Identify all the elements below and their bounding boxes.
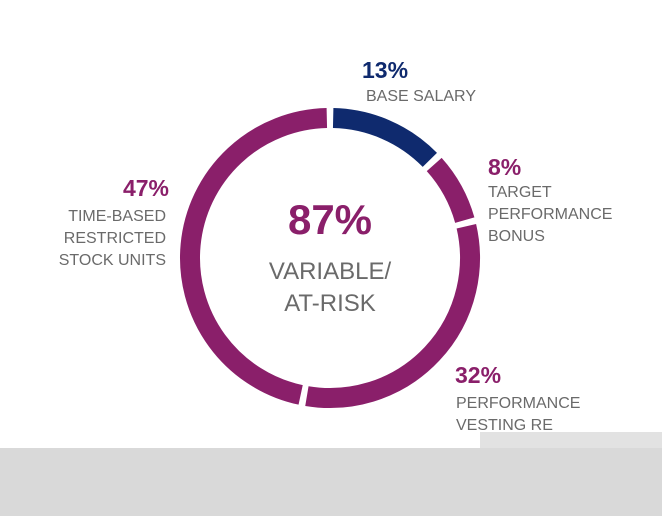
value-label: 8% — [488, 154, 522, 180]
category-label: BASE SALARY — [366, 88, 476, 105]
donut-segment — [426, 157, 475, 224]
value-label: 47% — [122, 175, 169, 201]
overlay-bar — [480, 432, 662, 448]
center-title: 87% — [287, 196, 373, 243]
donut-segment — [180, 108, 328, 405]
overlay-bar — [0, 448, 662, 516]
value-label: 13% — [362, 57, 409, 83]
category-label: TIME-BASED RESTRICTED STOCK UNITS — [58, 208, 166, 269]
value-label: 32% — [455, 362, 502, 388]
category-label: TARGET PERFORMANCE BONUS — [488, 184, 613, 245]
center-subtitle: VARIABLE/ AT-RISK — [268, 258, 392, 317]
donut-segment — [305, 224, 480, 408]
category-label: PERFORMANCE VESTING RE — [456, 395, 581, 434]
donut-segment — [332, 108, 437, 168]
